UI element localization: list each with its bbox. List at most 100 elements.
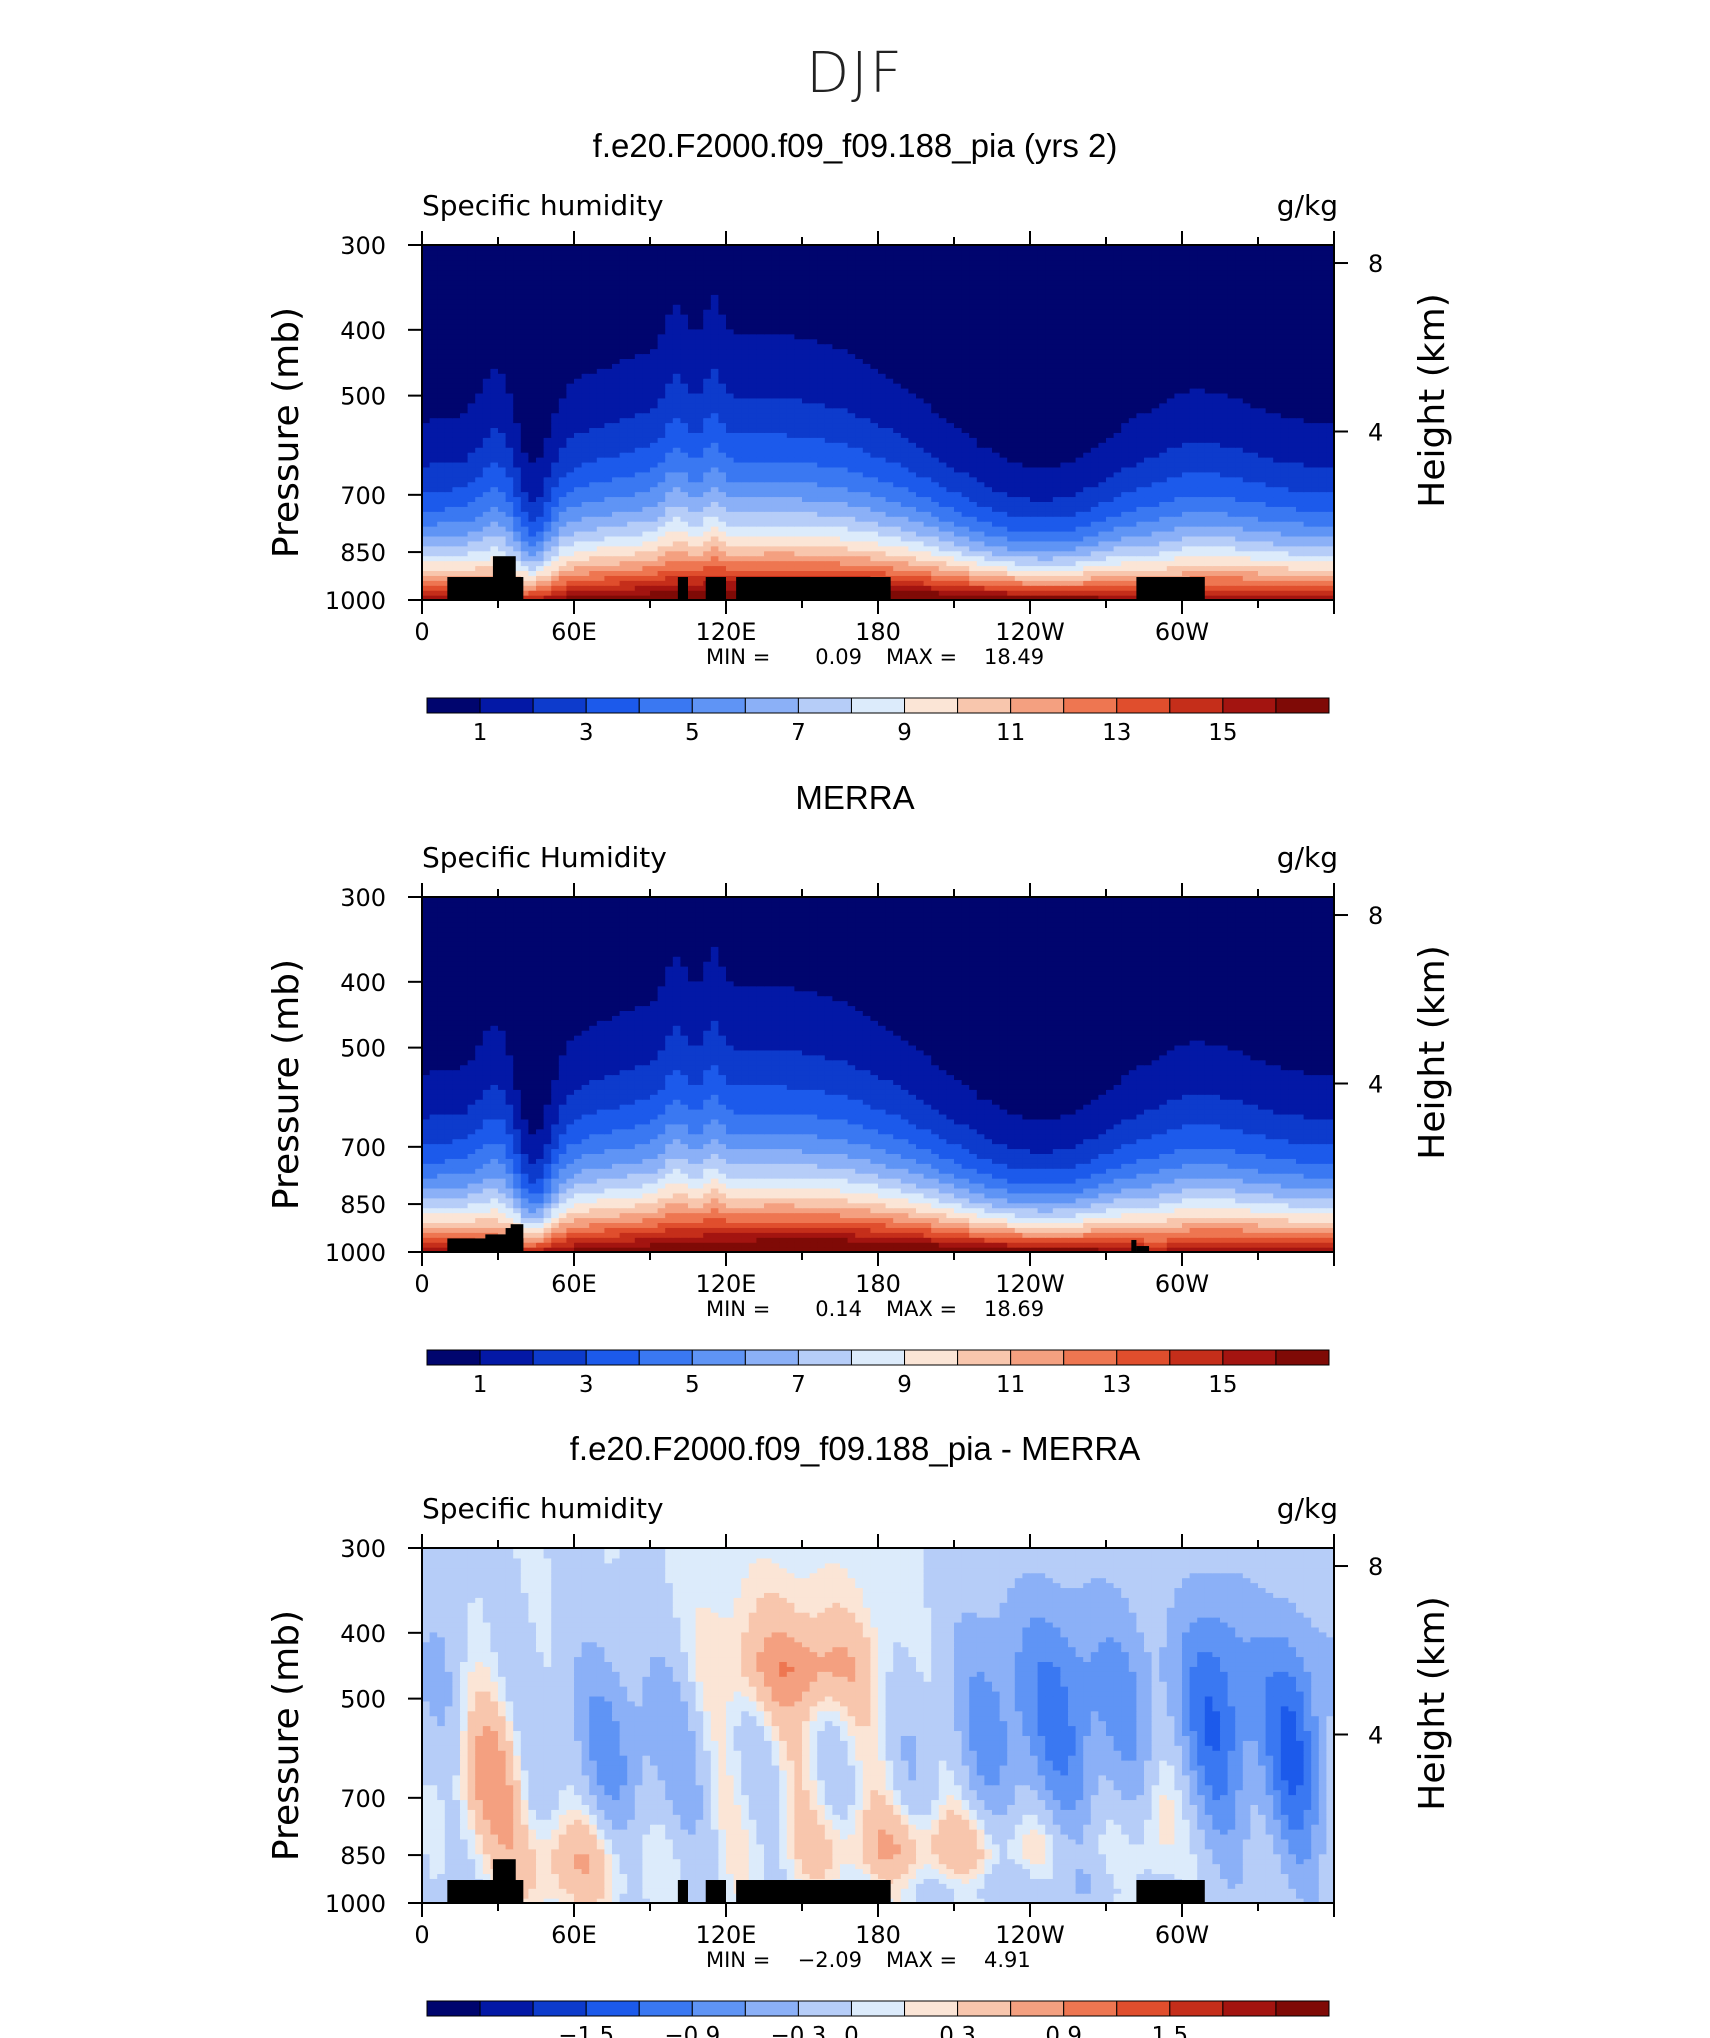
contour-cell xyxy=(878,541,886,547)
contour-cell xyxy=(726,551,734,557)
contour-cell xyxy=(1144,531,1152,537)
contour-field xyxy=(422,245,1335,601)
contour-cell xyxy=(475,536,483,542)
contour-cell xyxy=(642,575,650,581)
contour-cell xyxy=(825,526,833,532)
contour-cell xyxy=(422,565,430,571)
contour-cell xyxy=(589,580,597,586)
contour-cell xyxy=(1015,541,1023,547)
contour-cell xyxy=(802,526,810,532)
contour-cell xyxy=(1304,541,1312,547)
contour-cell xyxy=(604,531,612,537)
contour-cell xyxy=(1000,556,1008,562)
contour-cell xyxy=(794,531,802,537)
contour-cell xyxy=(688,531,696,537)
contour-cell xyxy=(680,536,688,542)
contour-cell xyxy=(1311,541,1319,547)
contour-cell xyxy=(1288,575,1296,581)
contour-cell xyxy=(1235,570,1243,576)
contour-cell xyxy=(559,546,567,552)
contour-cell xyxy=(1060,570,1068,576)
contour-cell xyxy=(574,561,582,567)
contour-cell xyxy=(908,561,916,567)
contour-cell xyxy=(604,526,612,532)
contour-cell xyxy=(787,546,795,552)
contour-cell xyxy=(954,551,962,557)
contour-cell xyxy=(1258,551,1266,557)
contour-cell xyxy=(1053,541,1061,547)
contour-cell xyxy=(764,551,772,557)
contour-cell xyxy=(597,575,605,581)
units-label: g/kg xyxy=(1277,189,1338,222)
contour-cell xyxy=(1266,565,1274,571)
contour-cell xyxy=(566,565,574,571)
contour-cell xyxy=(1273,580,1281,586)
contour-cell xyxy=(855,551,863,557)
contour-cell xyxy=(430,526,438,532)
contour-cell xyxy=(1281,536,1289,542)
contour-cell xyxy=(627,556,635,562)
contour-cell xyxy=(817,531,825,537)
contour-cell xyxy=(437,536,445,542)
contour-cell xyxy=(582,546,590,552)
contour-cell xyxy=(848,536,856,542)
contour-cell xyxy=(810,541,818,547)
contour-cell xyxy=(939,561,947,567)
contour-cell xyxy=(802,561,810,567)
contour-cell xyxy=(1114,570,1122,576)
contour-cell xyxy=(688,585,696,591)
contour-cell xyxy=(460,526,468,532)
contour-cell xyxy=(825,531,833,537)
contour-cell xyxy=(870,531,878,537)
contour-cell xyxy=(1129,585,1137,591)
contour-cell xyxy=(969,580,977,586)
contour-cell xyxy=(1159,536,1167,542)
contour-cell xyxy=(848,565,856,571)
contour-cell xyxy=(490,526,498,532)
contour-cell xyxy=(1220,570,1228,576)
contour-cell xyxy=(627,590,635,596)
contour-cell xyxy=(475,531,483,537)
contour-cell xyxy=(566,580,574,586)
contour-cell xyxy=(1212,541,1220,547)
contour-cell xyxy=(954,531,962,537)
contour-cell xyxy=(886,526,894,532)
contour-cell xyxy=(1296,580,1304,586)
contour-cell xyxy=(711,546,719,552)
contour-cell xyxy=(802,556,810,562)
contour-cell xyxy=(1288,585,1296,591)
contour-cell xyxy=(1281,575,1289,581)
contour-cell xyxy=(1121,556,1129,562)
contour-cell xyxy=(832,565,840,571)
contour-cell xyxy=(787,551,795,557)
contour-cell xyxy=(1129,575,1137,581)
contour-cell xyxy=(726,590,734,596)
contour-cell xyxy=(886,561,894,567)
contour-cell xyxy=(551,536,559,542)
contour-cell xyxy=(825,546,833,552)
contour-cell xyxy=(665,531,673,537)
contour-cell xyxy=(794,536,802,542)
contour-cell xyxy=(627,565,635,571)
contour-cell xyxy=(1182,541,1190,547)
contour-cell xyxy=(1030,590,1038,596)
contour-cell xyxy=(635,565,643,571)
contour-cell xyxy=(1053,575,1061,581)
contour-cell xyxy=(977,565,985,571)
contour-cell xyxy=(726,531,734,537)
contour-cell xyxy=(1296,531,1304,537)
contour-cell xyxy=(718,561,726,567)
contour-cell xyxy=(1228,585,1236,591)
contour-cell xyxy=(802,546,810,552)
contour-cell xyxy=(1159,541,1167,547)
contour-cell xyxy=(718,536,726,542)
contour-cell xyxy=(673,526,681,532)
contour-cell xyxy=(452,556,460,562)
contour-cell xyxy=(1144,541,1152,547)
contour-cell xyxy=(559,590,567,596)
contour-cell xyxy=(908,580,916,586)
contour-cell xyxy=(901,546,909,552)
contour-cell xyxy=(1167,556,1175,562)
contour-cell xyxy=(506,551,514,557)
contour-cell xyxy=(566,531,574,537)
